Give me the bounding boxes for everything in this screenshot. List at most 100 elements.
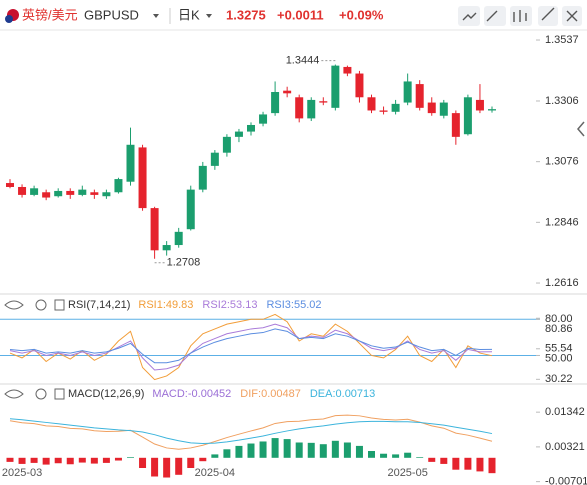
- candle-body: [150, 208, 159, 251]
- candle-body: [78, 189, 87, 195]
- histogram-bar: [283, 439, 291, 458]
- candle-body: [114, 179, 123, 193]
- candle-body: [307, 99, 316, 119]
- extreme-label: 1.3444: [286, 54, 320, 66]
- histogram-bar: [187, 457, 195, 468]
- y-tick-label: 0.00321: [545, 441, 585, 453]
- candle-body: [319, 101, 328, 103]
- candle-body: [271, 92, 280, 114]
- candle-body: [391, 103, 400, 112]
- histogram-bar: [30, 457, 38, 463]
- candle-body: [295, 97, 304, 119]
- histogram-bar: [163, 457, 171, 478]
- candle-body: [186, 189, 195, 230]
- header: 英镑/美元 GBPUSD 日K 1.3275 +0.0011 +0.09%: [5, 6, 582, 26]
- candle-body: [379, 110, 388, 112]
- histogram-bar: [90, 457, 98, 464]
- histogram-bar: [18, 457, 26, 464]
- info-icon[interactable]: [54, 299, 65, 311]
- candle-body: [463, 97, 472, 135]
- legend-entry: DEA:0.00713: [310, 388, 375, 400]
- histogram-bar: [223, 449, 231, 458]
- extreme-label: 1.2708: [167, 257, 201, 269]
- candle-body: [54, 190, 63, 197]
- histogram-bar: [368, 451, 375, 458]
- price-change-percent: +0.09%: [339, 7, 384, 22]
- histogram-bar: [404, 452, 412, 458]
- histogram-bar: [319, 444, 327, 458]
- x-tick-label: 2025-04: [195, 467, 235, 479]
- histogram-bar: [416, 457, 424, 458]
- histogram-bar: [151, 457, 159, 477]
- candle-body: [102, 192, 111, 197]
- histogram-bar: [355, 445, 363, 458]
- histogram-bar: [271, 438, 279, 458]
- candle-body: [367, 97, 376, 111]
- y-tick-label: 0.01342: [545, 406, 585, 418]
- legend-entry: RSI3:55.02: [266, 299, 321, 311]
- histogram-bar: [488, 457, 496, 474]
- candle-body: [331, 65, 340, 108]
- settings-icon[interactable]: [35, 388, 47, 400]
- eye-icon[interactable]: [4, 389, 24, 399]
- symbol[interactable]: GBPUSD: [84, 7, 139, 22]
- candle-body: [247, 124, 255, 132]
- macd-line: [9, 418, 493, 445]
- candle-body: [18, 186, 27, 195]
- candle-body: [427, 102, 436, 114]
- candle-body: [174, 231, 183, 246]
- histogram-bar: [295, 442, 303, 458]
- histogram-bar: [259, 441, 267, 458]
- candle-body: [403, 81, 412, 103]
- histogram-bar: [139, 457, 147, 468]
- panel-title: RSI(7,14,21): [68, 299, 130, 311]
- candle-body: [234, 131, 243, 137]
- legend-entry: DIF:0.00487: [240, 388, 301, 400]
- toolbar-icons: [462, 7, 578, 22]
- fullscreen-button[interactable]: [538, 6, 558, 26]
- candle-body: [210, 152, 219, 166]
- y-tick-label: 55.54: [545, 343, 573, 355]
- x-tick-label: 2025-05: [387, 467, 427, 479]
- y-tick-label: 1.3306: [545, 95, 579, 107]
- histogram-bar: [247, 443, 255, 458]
- histogram-bar: [54, 457, 62, 464]
- draw-button[interactable]: [484, 6, 506, 26]
- histogram-bar: [42, 457, 50, 465]
- candle-body: [488, 109, 496, 111]
- candle-body: [66, 190, 75, 195]
- eye-icon[interactable]: [4, 300, 24, 310]
- histogram-bar: [6, 457, 14, 462]
- panel-title: MACD(12,26,9): [68, 388, 144, 400]
- candle-body: [283, 90, 292, 94]
- candle-body: [343, 66, 352, 74]
- y-tick-label: 30.22: [545, 373, 573, 385]
- settings-icon[interactable]: [35, 299, 47, 311]
- y-tick-label: 50.00: [545, 353, 573, 365]
- histogram-bar: [199, 457, 207, 462]
- price-change: +0.0011: [277, 7, 324, 22]
- period[interactable]: 日K: [178, 7, 200, 22]
- y-tick-label: 80.00: [545, 313, 573, 325]
- candle-body: [30, 188, 39, 195]
- y-tick-label: 80.86: [545, 323, 573, 335]
- histogram-bar: [476, 457, 484, 472]
- histogram-bar: [78, 457, 86, 463]
- symbol-name[interactable]: 英镑/美元: [22, 7, 78, 22]
- histogram-bar: [211, 454, 219, 458]
- info-icon[interactable]: [54, 388, 65, 400]
- collapse-arrow[interactable]: [577, 121, 585, 137]
- y-tick-label: 1.3076: [545, 156, 579, 168]
- y-tick-label: 1.3537: [545, 34, 579, 46]
- histogram-bar: [235, 445, 243, 458]
- dropdown-caret[interactable]: [153, 14, 159, 18]
- histogram-bar: [392, 454, 400, 458]
- candle-body: [439, 102, 448, 116]
- dropdown-caret[interactable]: [206, 14, 212, 18]
- histogram-bar: [380, 453, 388, 458]
- macd-line: [9, 414, 493, 450]
- histogram-bar: [331, 440, 339, 458]
- candle-body: [259, 114, 268, 124]
- histogram-bar: [428, 457, 436, 462]
